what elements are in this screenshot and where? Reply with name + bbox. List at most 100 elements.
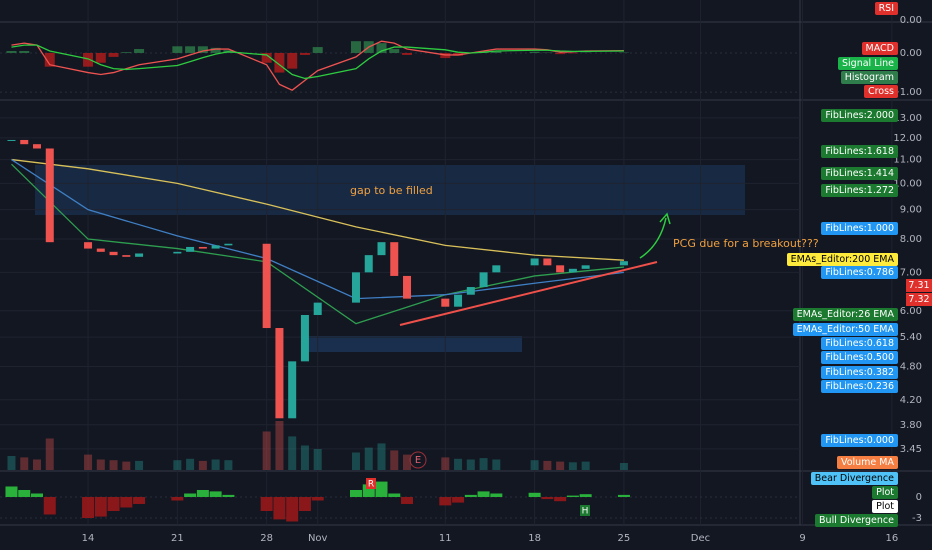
volume-bar [173,460,182,470]
volume-bar [403,454,412,470]
volume-bar [300,445,309,470]
histogram-bar [299,52,310,55]
oscillator-bar [171,496,184,501]
y-tick-label: 0 [916,492,922,503]
y-tick-label: 3.45 [900,444,922,455]
x-tick-label: 25 [618,533,631,544]
price-label: 7.32 [906,293,932,306]
histogram-bar [287,52,298,69]
macd-line [11,40,624,91]
legend-tag: RSI [874,2,898,15]
marker-box [366,478,376,489]
volume-bar [262,431,271,470]
candle [454,294,463,307]
fib-tag: FibLines:0.382 [821,366,898,379]
oscillator-bar [388,493,401,497]
x-tick-label: 9 [799,533,805,544]
histogram-bar [555,52,566,55]
candle [198,246,207,249]
oscillator-bar [82,496,95,518]
candle [619,261,628,266]
oscillator-bar [209,491,222,497]
oscillator-bar [579,494,592,497]
fib-tag: FibLines:2.000 [821,109,898,122]
histogram-bar [210,47,221,53]
ema-line [11,159,625,300]
y-tick-label: 10.00 [893,178,922,189]
ema-line [11,163,624,325]
y-tick-label: 4.80 [900,361,922,372]
y-tick-label: 8.00 [900,234,922,245]
histogram-bar [95,52,106,63]
candle [441,298,450,307]
price-label: 7.31 [906,279,932,292]
histogram-bar [312,47,323,53]
candle [390,242,399,276]
fib-tag: FibLines:0.500 [821,351,898,364]
gap-zone [35,165,745,215]
candle [377,242,386,256]
histogram-bar [261,52,272,63]
ema-tag: EMAs_Editor:50 EMA [792,323,898,336]
candle [33,144,42,149]
histogram-bar [6,51,17,53]
volume-bar [135,460,144,470]
candle [351,272,360,303]
oscillator-bar [133,496,146,504]
oscillator-bar [184,493,197,497]
y-tick-label: 9.00 [900,205,922,216]
histogram-bar [83,52,94,67]
candle [122,255,131,257]
oscillator-bar [298,496,311,511]
volume-bar [211,459,220,470]
candle [211,245,220,249]
x-tick-label: 11 [439,533,452,544]
fib-tag: FibLines:1.000 [821,222,898,235]
legend-tag: MACD [861,42,898,55]
legend-tag: Signal Line [838,57,898,70]
candle [84,242,93,249]
y-tick-label: 11.00 [893,155,922,166]
candle [173,251,182,254]
y-tick-label: 7.00 [900,267,922,278]
volume-bar [20,457,29,470]
legend-tag: Cross [863,85,898,98]
histogram-bar [350,41,361,53]
volume-bar [288,436,297,470]
volume-bar [377,443,386,470]
volume-bar [568,462,577,470]
histogram-bar [389,49,400,53]
y-tick-label: 6.00 [900,306,922,317]
rsi-axis-label: 0.00 [900,15,922,26]
y-tick-label: -3 [912,513,922,524]
legend-tag: Plot [872,486,898,499]
histogram-bar [185,46,196,53]
histogram-bar [108,52,119,57]
volume-tag: Volume MA [836,456,898,469]
candle [224,243,233,246]
volume-bar [390,450,399,470]
volume-bar [479,458,488,470]
oscillator-bar [196,489,209,497]
volume-bar [33,459,42,470]
candle [275,328,284,419]
candle [556,265,565,273]
volume-bar [7,456,16,470]
earnings-text: E [415,455,421,466]
candle [581,265,590,269]
marker-box [580,505,590,516]
oscillator-bar [273,496,286,520]
x-tick-label: 28 [260,533,273,544]
y-tick-label: 12.00 [893,133,922,144]
candle [186,246,195,252]
candle [364,255,373,273]
volume-bar [96,459,105,470]
volume-bar [109,460,118,470]
y-tick-label: 5.40 [900,332,922,343]
oscillator-bar [464,494,477,497]
oscillator-bar [375,481,388,497]
y-tick-label: 0.00 [900,48,922,59]
histogram-bar [134,49,145,53]
oscillator-bar [528,492,541,497]
